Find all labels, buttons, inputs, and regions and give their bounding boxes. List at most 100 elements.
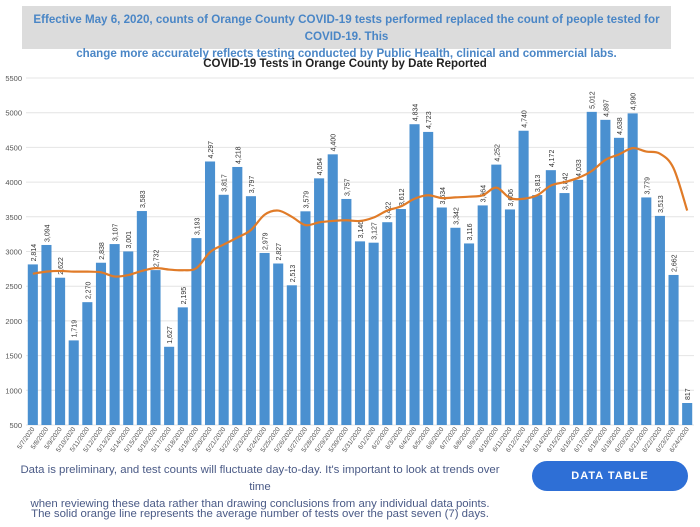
banner-line-1: Effective May 6, 2020, counts of Orange … <box>33 13 660 43</box>
bar <box>164 346 175 425</box>
bar-value-label: 3,817 <box>222 174 229 192</box>
bar-value-label: 3,513 <box>658 195 665 213</box>
y-tick-label: 1500 <box>5 352 22 361</box>
bar <box>191 238 202 425</box>
bar <box>314 178 325 425</box>
bar-value-label: 3,001 <box>126 231 133 249</box>
bar <box>341 198 352 425</box>
tests-bar-chart: COVID-19 Tests in Orange County by Date … <box>5 58 694 454</box>
bar <box>286 285 297 425</box>
average-line-note: The solid orange line represents the ave… <box>31 508 489 520</box>
bar <box>477 205 488 425</box>
bar <box>150 270 161 425</box>
bar <box>627 113 638 426</box>
bar <box>600 119 611 425</box>
bar <box>68 340 79 425</box>
data-table-button[interactable]: DATA TABLE <box>532 461 688 491</box>
bar <box>368 242 379 425</box>
bar <box>354 241 366 425</box>
bar <box>218 194 229 425</box>
bar <box>532 195 543 425</box>
bar-value-label: 4,897 <box>603 99 610 117</box>
chart-bar-labels: 2,814 3,094 2,622 1,719 2,270 2,838 3,107 3,001… <box>31 91 692 400</box>
info-banner: Effective May 6, 2020, counts of Orange … <box>22 6 671 60</box>
y-tick-label: 500 <box>9 421 22 430</box>
y-tick-label: 2500 <box>5 282 22 291</box>
bar <box>245 196 256 425</box>
y-tick-label: 2000 <box>5 317 22 326</box>
bar <box>464 243 475 425</box>
bar-value-label: 4,834 <box>413 104 420 122</box>
bar <box>95 262 107 425</box>
bar <box>613 137 625 425</box>
bar-value-label: 2,622 <box>58 257 65 275</box>
bar <box>559 193 570 425</box>
bar <box>654 215 665 425</box>
bar-value-label: 2,838 <box>99 242 106 260</box>
bar-value-label: 3,127 <box>372 222 379 240</box>
y-tick-label: 4500 <box>5 143 22 152</box>
y-axis-tick-labels: 500 1000 1500 2000 2500 3000 3500 4000 4500 5000 5… <box>5 74 22 430</box>
bar-value-label: 2,195 <box>181 287 188 305</box>
bar-value-label: 2,270 <box>85 282 92 300</box>
y-tick-label: 4000 <box>5 178 22 187</box>
bar <box>450 227 461 425</box>
bar-value-label: 4,990 <box>631 93 638 111</box>
bar-value-label: 3,342 <box>453 207 460 225</box>
bar-value-label: 4,252 <box>494 144 501 162</box>
bar-value-label: 3,094 <box>44 224 51 242</box>
bar-value-label: 2,814 <box>31 244 38 262</box>
disclaimer-note: Data is preliminary, and test counts wil… <box>10 462 510 513</box>
chart-title: COVID-19 Tests in Orange County by Date … <box>203 58 487 70</box>
bar <box>327 154 338 425</box>
bar <box>668 274 679 425</box>
bar-value-label: 1,627 <box>167 326 174 344</box>
bar <box>136 211 147 425</box>
bar-value-label: 817 <box>685 388 692 400</box>
bar <box>545 170 556 425</box>
bar <box>586 111 597 426</box>
bar-value-label: 2,732 <box>154 249 161 267</box>
bar-value-label: 3,583 <box>140 190 147 208</box>
bar <box>273 263 284 425</box>
bar-value-label: 4,297 <box>208 141 215 159</box>
bar-value-label: 3,779 <box>644 177 651 195</box>
bar <box>123 251 134 425</box>
bar-value-label: 4,172 <box>549 150 556 168</box>
disclaimer-line-1: Data is preliminary, and test counts wil… <box>20 464 500 493</box>
bar <box>55 277 66 425</box>
bar <box>682 403 693 425</box>
bar-value-label: 3,634 <box>440 187 447 205</box>
y-tick-label: 1000 <box>5 386 22 395</box>
bar <box>232 166 243 425</box>
bar-value-label: 4,638 <box>617 117 624 135</box>
bar-value-label: 3,116 <box>467 223 474 240</box>
bar <box>300 211 311 425</box>
bar-value-label: 4,054 <box>317 158 324 176</box>
bar-value-label: 3,797 <box>249 176 256 194</box>
bar-value-label: 2,827 <box>276 243 283 261</box>
x-axis-tick-labels: 5/7/20205/8/20205/9/20205/10/20205/11/20… <box>16 426 691 454</box>
bar <box>409 124 420 425</box>
bar <box>177 307 188 425</box>
bar <box>573 179 584 425</box>
bar-value-label: 1,719 <box>72 320 79 338</box>
bar-value-label: 3,813 <box>535 174 542 192</box>
bar <box>109 244 120 425</box>
bar <box>641 197 652 425</box>
bar-value-label: 3,579 <box>303 191 310 209</box>
bar <box>504 209 516 425</box>
bar <box>382 222 393 425</box>
bar <box>27 264 38 425</box>
y-tick-label: 3500 <box>5 213 22 222</box>
bar-value-label: 2,513 <box>290 265 297 283</box>
y-tick-label: 5500 <box>5 74 22 83</box>
bar <box>491 164 502 425</box>
bar <box>423 131 434 425</box>
bar <box>41 244 52 425</box>
y-tick-label: 3000 <box>5 248 22 257</box>
disclaimer-line-2: when reviewing these data rather than dr… <box>30 498 490 510</box>
bar-value-label: 3,612 <box>399 188 406 206</box>
bar-value-label: 3,193 <box>194 217 201 235</box>
bar <box>436 207 447 425</box>
